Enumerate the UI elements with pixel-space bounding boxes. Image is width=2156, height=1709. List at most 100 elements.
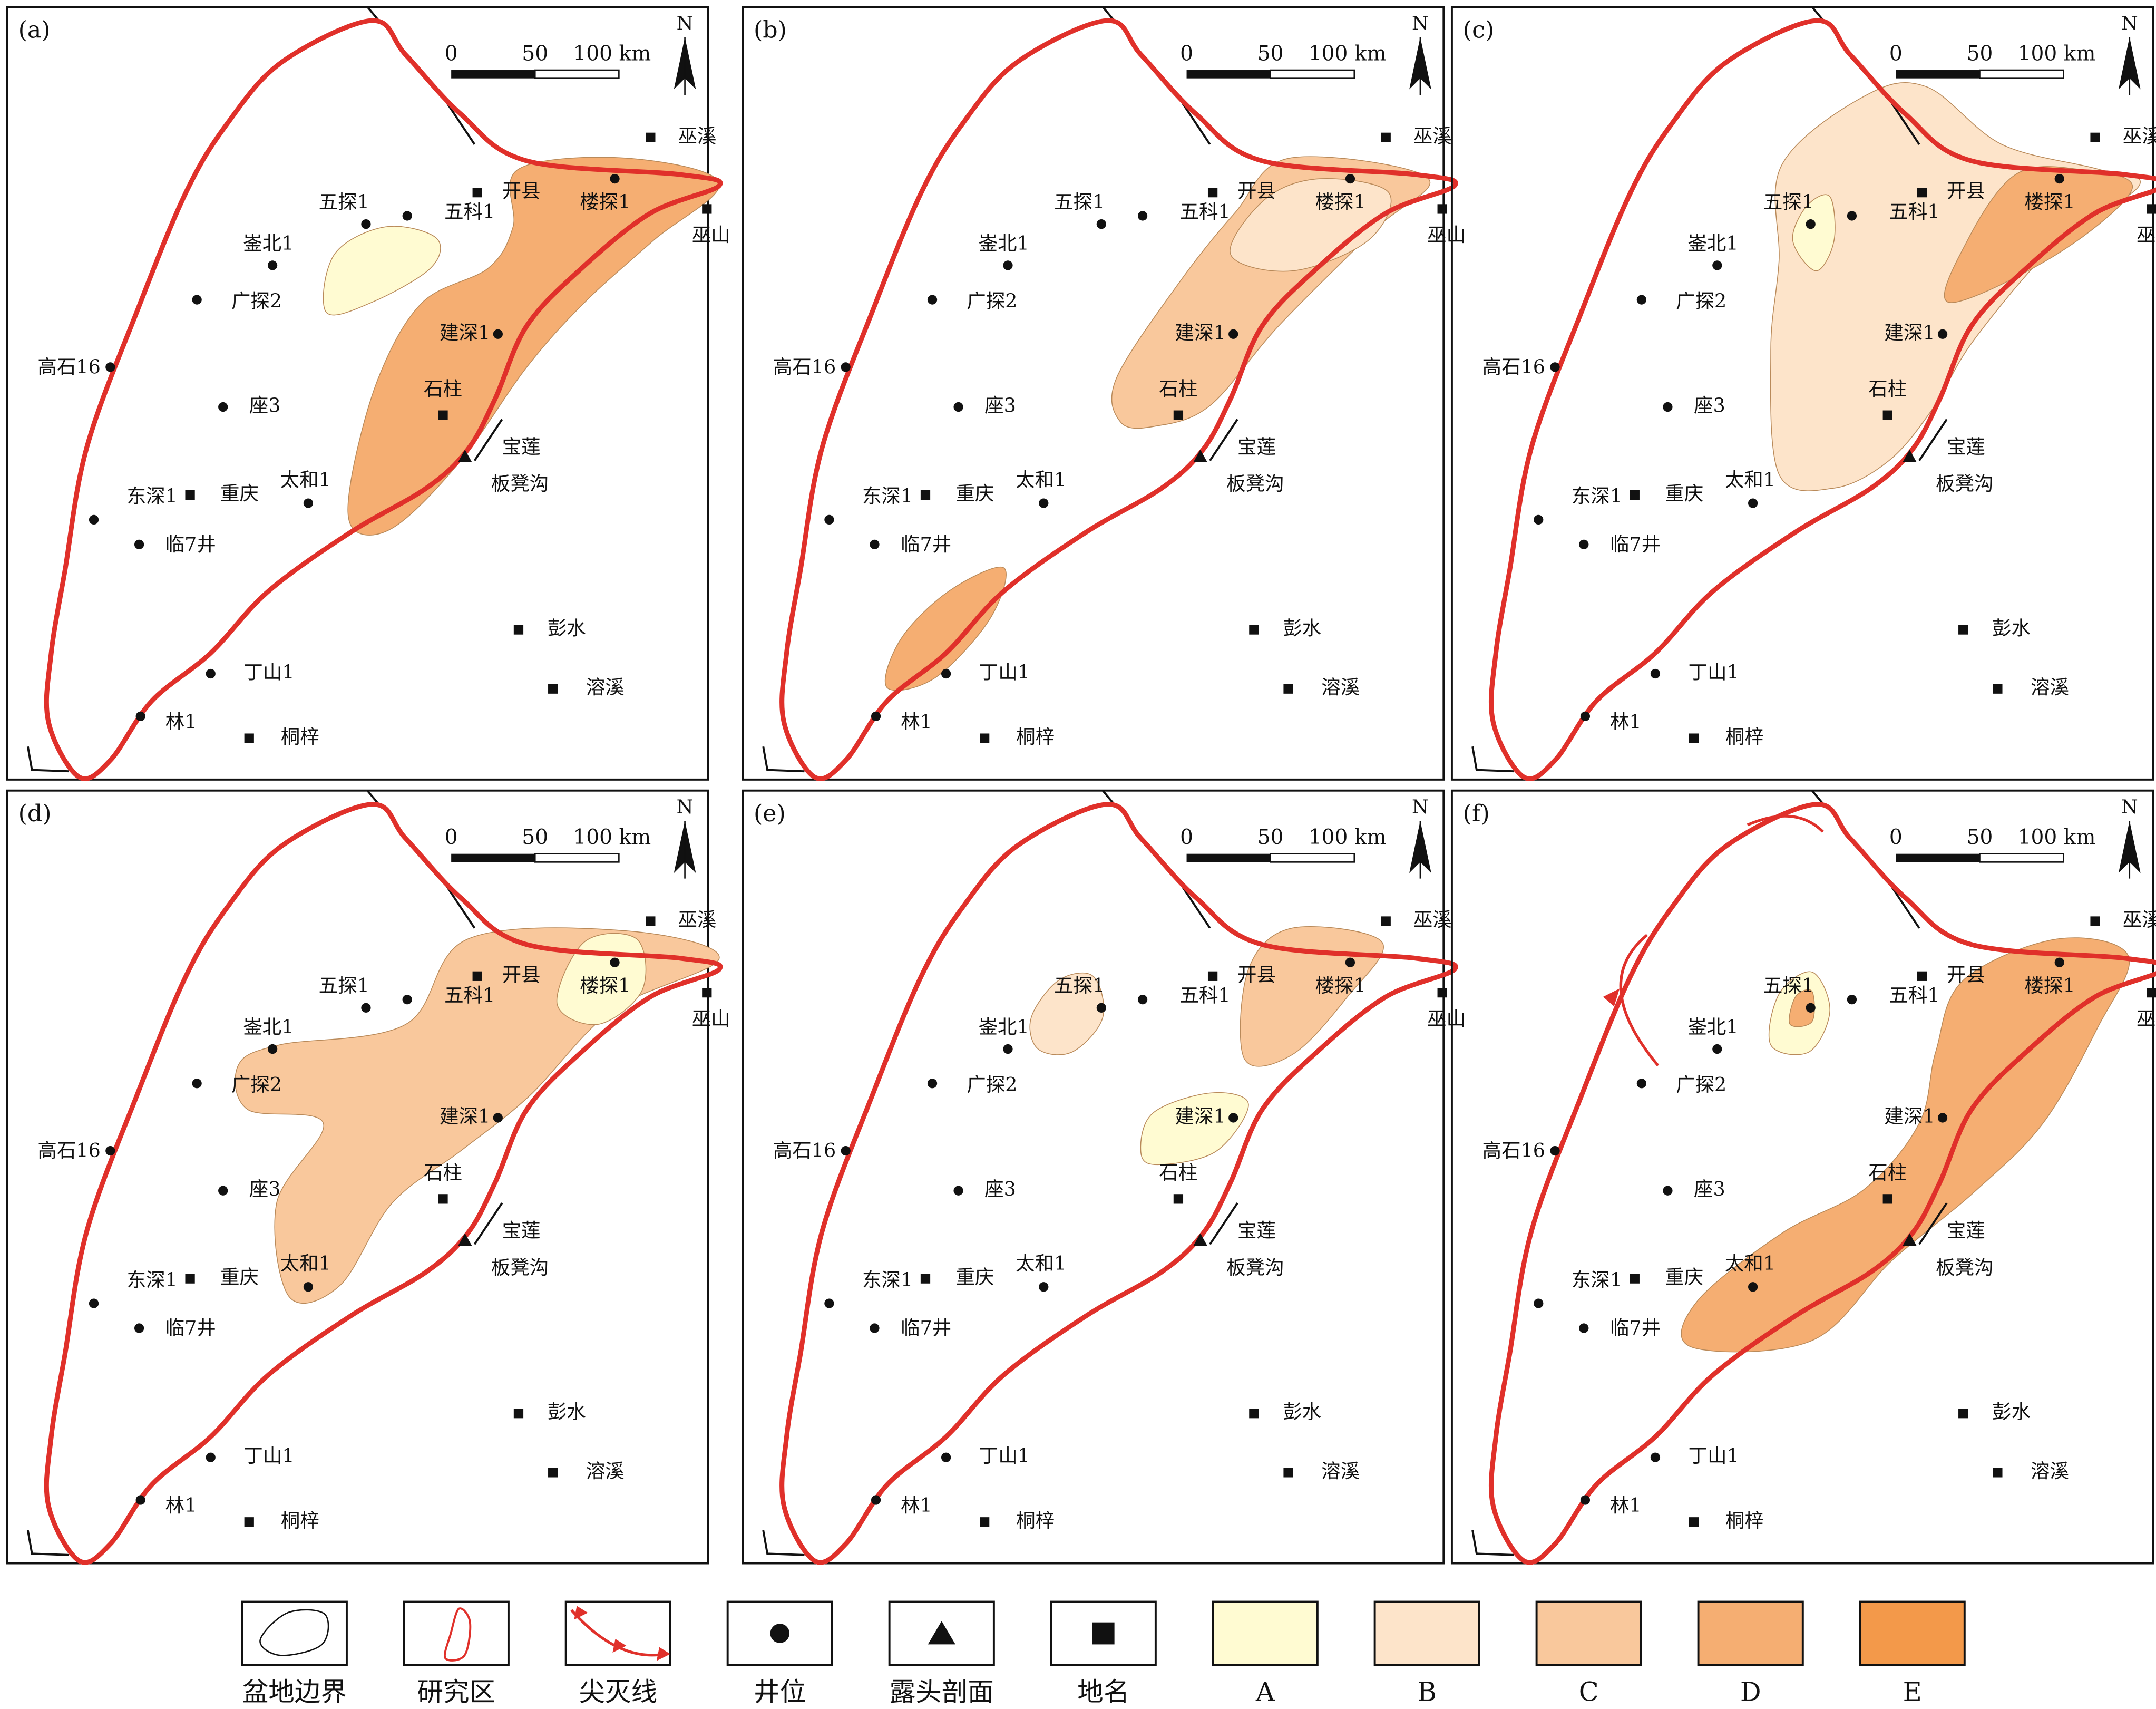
well-marker [1003, 260, 1013, 270]
north-label: N [1412, 795, 1429, 818]
well-marker [1137, 211, 1148, 221]
town-marker [1993, 1468, 2003, 1478]
place-label: 宝莲 [502, 1219, 541, 1241]
place-label: 丁山1 [243, 661, 294, 684]
place-label: 临7井 [1610, 1317, 1661, 1339]
place-label: 座3 [249, 1178, 281, 1200]
panel-frame [742, 6, 1445, 781]
place-label: 东深1 [862, 1268, 913, 1291]
well-marker [870, 1323, 880, 1333]
panel-frame [1450, 6, 2154, 781]
town-marker [244, 733, 254, 743]
well-marker [841, 362, 851, 372]
scale-bar-label: 50 [522, 42, 548, 65]
scale-bar-label: 50 [1257, 42, 1284, 65]
facies-zone [1029, 972, 1105, 1055]
place-label: 开县 [1237, 963, 1276, 986]
well-marker [1345, 957, 1355, 967]
scale-bar-label: 100 km [2018, 826, 2096, 849]
place-label: 桐梓 [1016, 725, 1055, 748]
place-label: 桐梓 [281, 1509, 319, 1532]
legend-outcrop-icon [928, 1621, 955, 1645]
town-marker [646, 916, 656, 926]
facies-zone [1140, 1092, 1249, 1166]
well-marker [1937, 329, 1948, 339]
place-label: 重庆 [220, 1266, 259, 1288]
place-label: 五科1 [444, 984, 495, 1006]
legend-label: 尖灭线 [579, 1676, 657, 1707]
well-marker [1712, 1044, 1722, 1054]
town-marker [1917, 188, 1927, 198]
well-marker [871, 711, 881, 722]
well-marker [1748, 1282, 1758, 1292]
place-label: 座3 [984, 394, 1016, 417]
well-marker [303, 1282, 314, 1292]
place-label: 高石16 [37, 1139, 100, 1162]
outcrop-marker [1903, 1233, 1917, 1246]
town-marker [1993, 684, 2003, 694]
scale-bar-label: 0 [445, 42, 458, 65]
town-marker [472, 971, 482, 981]
facies-zone [1681, 937, 2130, 1353]
legend-label: 盆地边界 [242, 1676, 347, 1707]
place-label: 巫溪 [678, 124, 717, 147]
place-label: 高石16 [37, 355, 100, 378]
place-label: 桐梓 [281, 725, 319, 748]
place-label: 临7井 [901, 533, 951, 556]
scale-bar-white [534, 69, 620, 79]
place-label: 楼探1 [1315, 191, 1366, 213]
scale-bar-label: 100 km [573, 826, 651, 849]
panel-frame [6, 6, 709, 781]
well-marker [1228, 329, 1238, 339]
scale-bar-black [451, 70, 535, 79]
well-marker [871, 1495, 881, 1505]
place-label: 崟北1 [979, 232, 1029, 255]
place-label: 太和1 [1016, 468, 1066, 491]
legend-basin-icon [259, 1609, 329, 1656]
well-marker [2054, 957, 2064, 967]
legend-well-icon [770, 1624, 790, 1643]
place-label: 彭水 [548, 1401, 586, 1423]
town-marker [438, 1194, 448, 1204]
town-marker [1381, 916, 1391, 926]
well-marker [267, 260, 278, 270]
well-marker [1096, 219, 1106, 229]
town-marker [185, 490, 195, 500]
town-marker [1689, 1517, 1699, 1527]
well-marker [361, 219, 371, 229]
place-label: 丁山1 [1689, 1444, 1739, 1467]
well-marker [824, 1298, 834, 1308]
well-marker [1636, 295, 1646, 305]
place-label: 建深1 [1884, 1105, 1935, 1128]
place-label: 林1 [1610, 710, 1642, 733]
outcrop-marker [1903, 449, 1917, 462]
well-marker [1039, 498, 1049, 508]
place-label: 板凳沟 [491, 1256, 549, 1279]
scale-bar-black [1896, 853, 1980, 862]
legend-label: 井位 [754, 1676, 806, 1707]
legend-label: 地名 [1077, 1676, 1129, 1707]
outcrop-marker [458, 449, 472, 462]
study-area-boundary [44, 18, 723, 781]
scale-bar-label: 100 km [2018, 42, 2096, 65]
place-label: 五探1 [319, 191, 369, 213]
place-label: 太和1 [280, 1252, 331, 1275]
panel-label: (c) [1463, 16, 1494, 43]
place-label: 五科1 [1889, 200, 1939, 223]
well-marker [824, 514, 834, 525]
well-marker [89, 514, 99, 525]
well-marker [1636, 1079, 1646, 1089]
place-label: 板凳沟 [1226, 472, 1284, 495]
place-label: 东深1 [127, 1268, 178, 1291]
town-marker [185, 1274, 195, 1284]
place-label: 石柱 [1868, 377, 1907, 400]
town-marker [702, 987, 712, 998]
place-label: 丁山1 [979, 1444, 1030, 1467]
well-marker [493, 1113, 503, 1123]
well-marker [135, 711, 145, 722]
place-label: 巫山 [2137, 1007, 2156, 1030]
place-label: 高石16 [773, 355, 836, 378]
town-marker [244, 1517, 254, 1527]
